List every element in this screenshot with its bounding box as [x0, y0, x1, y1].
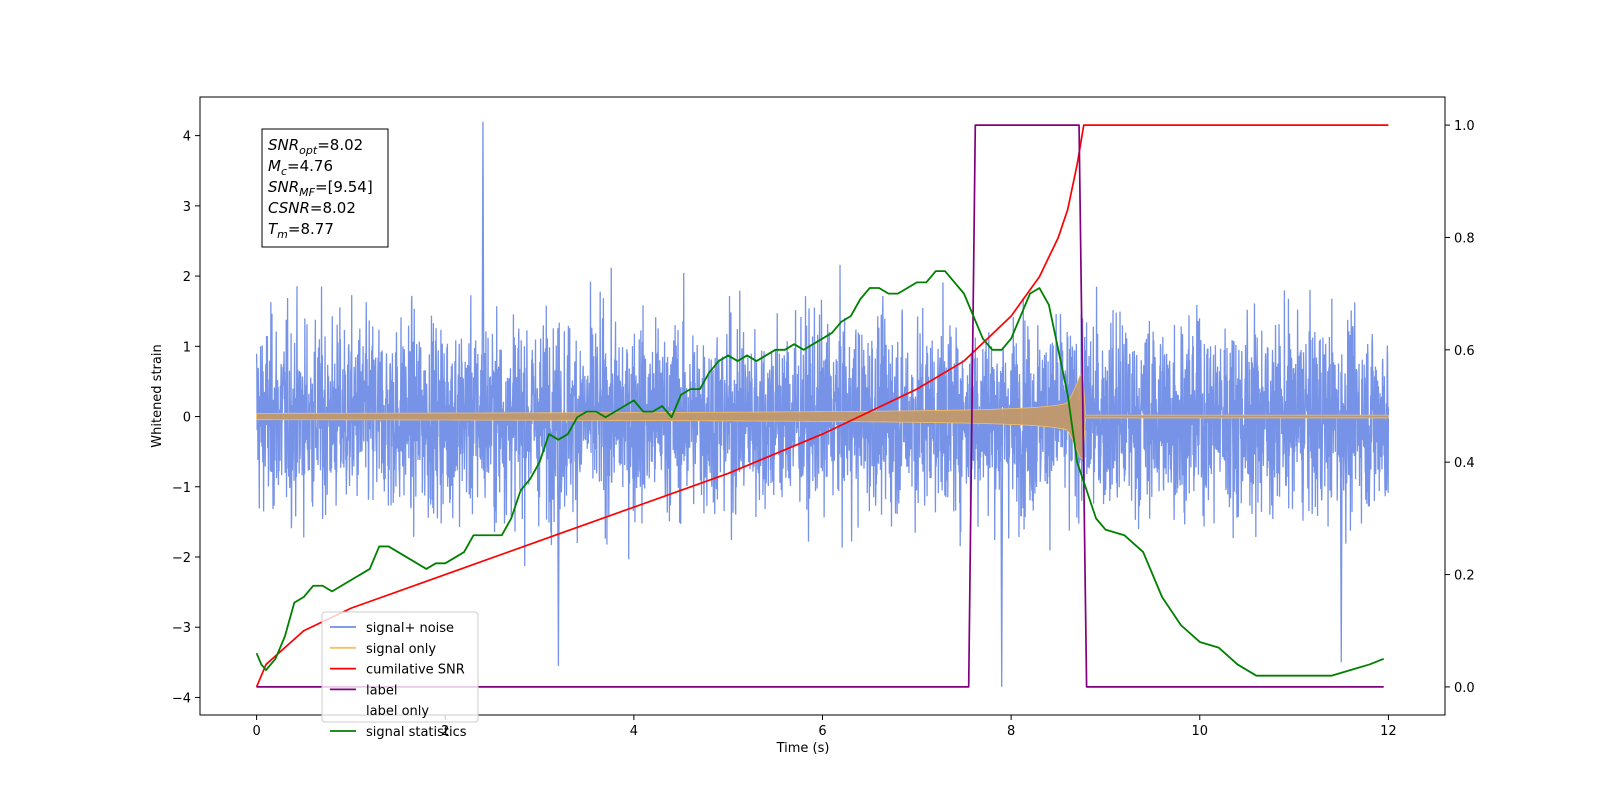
y2-tick-label: 0.8 — [1454, 231, 1475, 246]
y2-tick-label: 1.0 — [1454, 119, 1475, 134]
x-axis-label: Time (s) — [776, 741, 830, 756]
y2-tick-label: 0.6 — [1454, 344, 1475, 359]
x-tick-label: 2 — [441, 724, 449, 739]
annotation-line: Tm=8.77 — [268, 220, 334, 241]
x-tick-label: 10 — [1191, 724, 1208, 739]
legend-frame — [321, 611, 479, 723]
y-tick-label: 1 — [183, 340, 191, 355]
legend-label: signal only — [366, 642, 436, 657]
y-tick-label: −3 — [172, 621, 191, 636]
legend-label: label — [366, 683, 397, 698]
series-signal-only — [256, 373, 1389, 460]
legend-label: label only — [366, 704, 429, 719]
annotation-line: SNRopt=8.02 — [268, 136, 363, 157]
x-tick-label: 4 — [630, 724, 638, 739]
y2-tick-label: 0.0 — [1454, 681, 1475, 696]
legend: signal+ noise signal only cumilative SNR la… — [321, 611, 479, 740]
y-tick-label: 2 — [183, 270, 191, 285]
y-tick-label: 4 — [183, 130, 191, 145]
y-axis-label: Whitened strain — [150, 344, 165, 447]
y2-tick-label: 0.2 — [1454, 569, 1475, 584]
x-tick-label: 8 — [1007, 724, 1015, 739]
annotation-line: SNRMF=[9.54] — [268, 178, 373, 199]
y2-tick-label: 0.4 — [1454, 456, 1475, 471]
y-tick-label: 3 — [183, 200, 191, 215]
annotation-frame — [261, 128, 389, 248]
series-label — [256, 124, 1384, 688]
x-tick-label: 6 — [818, 724, 826, 739]
series-cumilative-snr — [255, 124, 1389, 688]
x-tick-label: 12 — [1380, 724, 1397, 739]
legend-label: signal+ noise — [366, 621, 454, 636]
series-signal-statistics — [255, 270, 1385, 677]
annotation-line: CSNR=8.02 — [268, 199, 356, 217]
y-tick-label: −1 — [172, 481, 191, 496]
legend-label: signal statistics — [366, 725, 467, 740]
series-signal-noise — [255, 121, 1390, 687]
legend-label: cumilative SNR — [366, 663, 465, 678]
y-tick-label: −4 — [172, 691, 191, 706]
annotation-line: Mc=4.76 — [268, 157, 333, 178]
y-tick-label: 0 — [183, 411, 191, 426]
y-tick-label: −2 — [172, 551, 191, 566]
x-tick-label: 0 — [252, 724, 260, 739]
